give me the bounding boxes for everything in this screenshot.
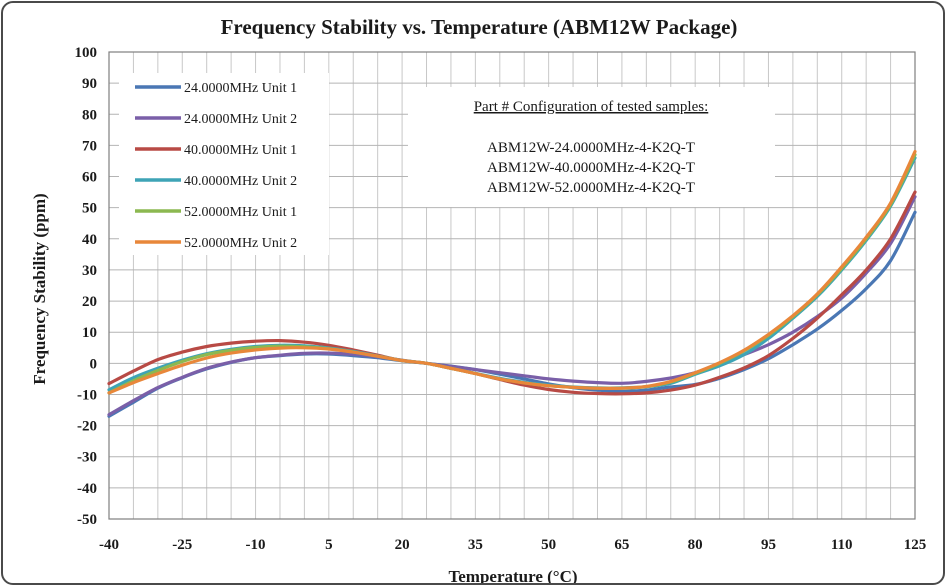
y-tick-label: 30 — [82, 263, 97, 279]
legend-label: 52.0000MHz Unit 2 — [184, 236, 297, 251]
legend-label: 52.0000MHz Unit 1 — [184, 205, 297, 220]
series-line-2 — [107, 195, 917, 417]
plot-area — [108, 51, 916, 520]
y-tick-label: -10 — [77, 387, 97, 403]
y-tick-label: 0 — [90, 356, 98, 372]
legend-label: 24.0000MHz Unit 2 — [184, 112, 297, 127]
annotation-box: Part # Configuration of tested samples: … — [408, 87, 775, 207]
y-axis-title: Frequency Stability (ppm) — [30, 193, 49, 384]
x-tick-label: 95 — [761, 537, 776, 553]
series-line-6 — [107, 150, 917, 395]
y-tick-label: 90 — [82, 76, 97, 92]
legend-label: 40.0000MHz Unit 2 — [184, 174, 297, 189]
annotation-line: ABM12W-40.0000MHz-4-K2Q-T — [487, 160, 695, 176]
x-tick-label: 125 — [904, 537, 927, 553]
chart-title: Frequency Stability vs. Temperature (ABM… — [221, 15, 738, 39]
y-tick-label: -20 — [77, 419, 97, 435]
y-tick-label: 20 — [82, 294, 97, 310]
x-tick-label: -25 — [172, 537, 192, 553]
x-tick-label: 65 — [614, 537, 629, 553]
x-tick-label: 35 — [468, 537, 483, 553]
y-tick-label: 70 — [82, 138, 97, 154]
x-tick-label: 80 — [688, 537, 703, 553]
annotation-heading: Part # Configuration of tested samples: — [474, 99, 709, 115]
axes — [108, 51, 916, 520]
x-tick-label: -40 — [99, 537, 119, 553]
y-tick-label: 60 — [82, 170, 97, 186]
series-lines — [107, 150, 917, 418]
x-tick-labels: -40 -25 -10 5 20 35 50 65 80 95 110 125 — [99, 537, 926, 553]
y-tick-label: 50 — [82, 201, 97, 217]
annotation-line: ABM12W-52.0000MHz-4-K2Q-T — [487, 180, 695, 196]
legend: 24.0000MHz Unit 1 24.0000MHz Unit 2 40.000… — [119, 73, 329, 255]
line-chart: Frequency Stability vs. Temperature (ABM… — [30, 15, 926, 585]
legend-label: 24.0000MHz Unit 1 — [184, 81, 297, 96]
x-tick-label: 50 — [541, 537, 556, 553]
x-tick-label: 20 — [395, 537, 410, 553]
y-tick-label: 10 — [82, 325, 97, 341]
y-tick-label: 40 — [82, 232, 97, 248]
y-tick-label: 80 — [82, 107, 97, 123]
annotation-line: ABM12W-24.0000MHz-4-K2Q-T — [487, 140, 695, 156]
annotation-background — [408, 87, 775, 207]
y-tick-label: 100 — [75, 45, 98, 61]
x-tick-label: -10 — [246, 537, 266, 553]
x-axis-title: Temperature (°C) — [448, 567, 577, 585]
legend-label: 40.0000MHz Unit 1 — [184, 143, 297, 158]
x-tick-label: 110 — [831, 537, 853, 553]
y-tick-label: -30 — [77, 450, 97, 466]
y-tick-label: -50 — [77, 512, 97, 528]
y-tick-label: -40 — [77, 481, 97, 497]
legend-box — [119, 73, 329, 255]
x-tick-label: 5 — [325, 537, 333, 553]
